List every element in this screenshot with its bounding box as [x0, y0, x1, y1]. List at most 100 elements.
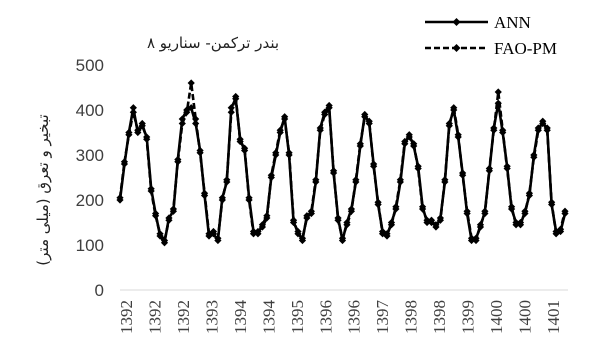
data-point — [548, 198, 556, 206]
data-point — [307, 207, 315, 215]
data-point — [156, 230, 164, 238]
data-point — [258, 223, 266, 231]
data-point — [276, 126, 284, 134]
data-point — [303, 214, 311, 222]
data-point — [352, 176, 360, 184]
data-point — [294, 230, 302, 238]
data-point — [218, 196, 226, 204]
data-point — [129, 104, 137, 112]
data-point — [503, 164, 511, 173]
data-point — [236, 137, 244, 146]
data-point — [125, 131, 133, 139]
data-point — [241, 144, 249, 152]
data-point — [561, 207, 569, 215]
data-point — [187, 79, 195, 87]
data-point — [254, 227, 262, 236]
y-tick-label: 300 — [76, 146, 104, 165]
series-ann — [116, 95, 569, 247]
data-point — [521, 209, 529, 218]
data-point — [272, 149, 280, 157]
data-point — [200, 189, 209, 197]
data-point — [365, 117, 373, 125]
y-axis-ticks: 0 100 200 300 400 500 — [76, 56, 104, 300]
x-tick-label: 1401 — [544, 300, 563, 334]
data-point — [525, 189, 533, 197]
x-tick-label: 1392 — [117, 300, 136, 334]
x-tick-label: 1393 — [202, 300, 221, 334]
data-point — [116, 194, 124, 202]
legend-label: ANN — [494, 13, 531, 32]
y-axis-label: تبخیر و تعرق (میلی متر) — [34, 114, 52, 265]
data-point — [312, 176, 320, 184]
series-fao-pm — [116, 79, 569, 245]
data-point — [330, 167, 338, 175]
data-point — [152, 212, 160, 220]
data-point — [543, 126, 551, 134]
data-point — [445, 122, 453, 130]
data-point — [401, 137, 409, 146]
data-point — [485, 164, 493, 173]
x-tick-label: 1394 — [259, 300, 278, 335]
data-point — [245, 196, 253, 204]
series-lines — [116, 79, 569, 247]
data-point — [281, 115, 289, 123]
y-tick-label: 500 — [76, 56, 104, 75]
y-tick-label: 200 — [76, 191, 104, 210]
data-point — [530, 153, 538, 161]
x-tick-label: 1395 — [288, 300, 307, 334]
data-point — [129, 108, 137, 116]
data-point — [325, 104, 333, 112]
data-point — [178, 119, 186, 128]
data-point — [490, 126, 498, 134]
data-point — [267, 171, 275, 179]
data-point — [223, 176, 231, 184]
data-point — [227, 104, 235, 112]
data-point — [316, 126, 324, 134]
data-point — [298, 234, 307, 242]
data-point — [414, 164, 422, 173]
legend-marker — [452, 18, 461, 26]
data-point — [138, 119, 146, 128]
data-point — [539, 117, 547, 125]
data-point — [454, 131, 462, 139]
x-tick-label: 1398 — [430, 300, 449, 334]
data-point — [174, 158, 182, 166]
legend-label: FAO-PM — [494, 39, 557, 58]
data-point — [356, 140, 364, 148]
data-point — [392, 203, 400, 211]
x-tick-label: 1396 — [345, 300, 364, 334]
data-point — [383, 230, 391, 238]
data-point — [147, 187, 155, 195]
data-point — [321, 110, 329, 119]
data-point — [450, 104, 458, 112]
data-point — [338, 234, 347, 242]
data-point — [387, 221, 396, 229]
data-point — [476, 221, 485, 229]
data-point — [419, 205, 427, 213]
data-point — [472, 236, 480, 245]
data-point — [361, 113, 369, 121]
x-tick-label: 1400 — [487, 300, 506, 334]
data-point — [459, 171, 467, 179]
data-point — [169, 205, 177, 213]
x-tick-label: 1398 — [402, 300, 421, 334]
data-point — [423, 216, 431, 224]
legend-marker — [452, 44, 461, 52]
x-tick-label: 1396 — [316, 300, 335, 334]
legend: ANN FAO-PM — [425, 13, 557, 58]
data-point — [508, 203, 516, 211]
data-point — [463, 207, 471, 215]
data-point — [552, 230, 560, 238]
data-point — [499, 126, 507, 134]
x-tick-label: 1400 — [516, 300, 535, 334]
data-point — [343, 221, 351, 229]
series-line — [118, 97, 567, 245]
data-point — [285, 149, 293, 157]
x-tick-label: 1397 — [373, 300, 392, 335]
data-point — [120, 158, 129, 166]
data-point — [481, 209, 489, 218]
x-tick-label: 1392 — [174, 300, 193, 334]
data-point — [143, 135, 151, 143]
data-point — [183, 108, 191, 116]
